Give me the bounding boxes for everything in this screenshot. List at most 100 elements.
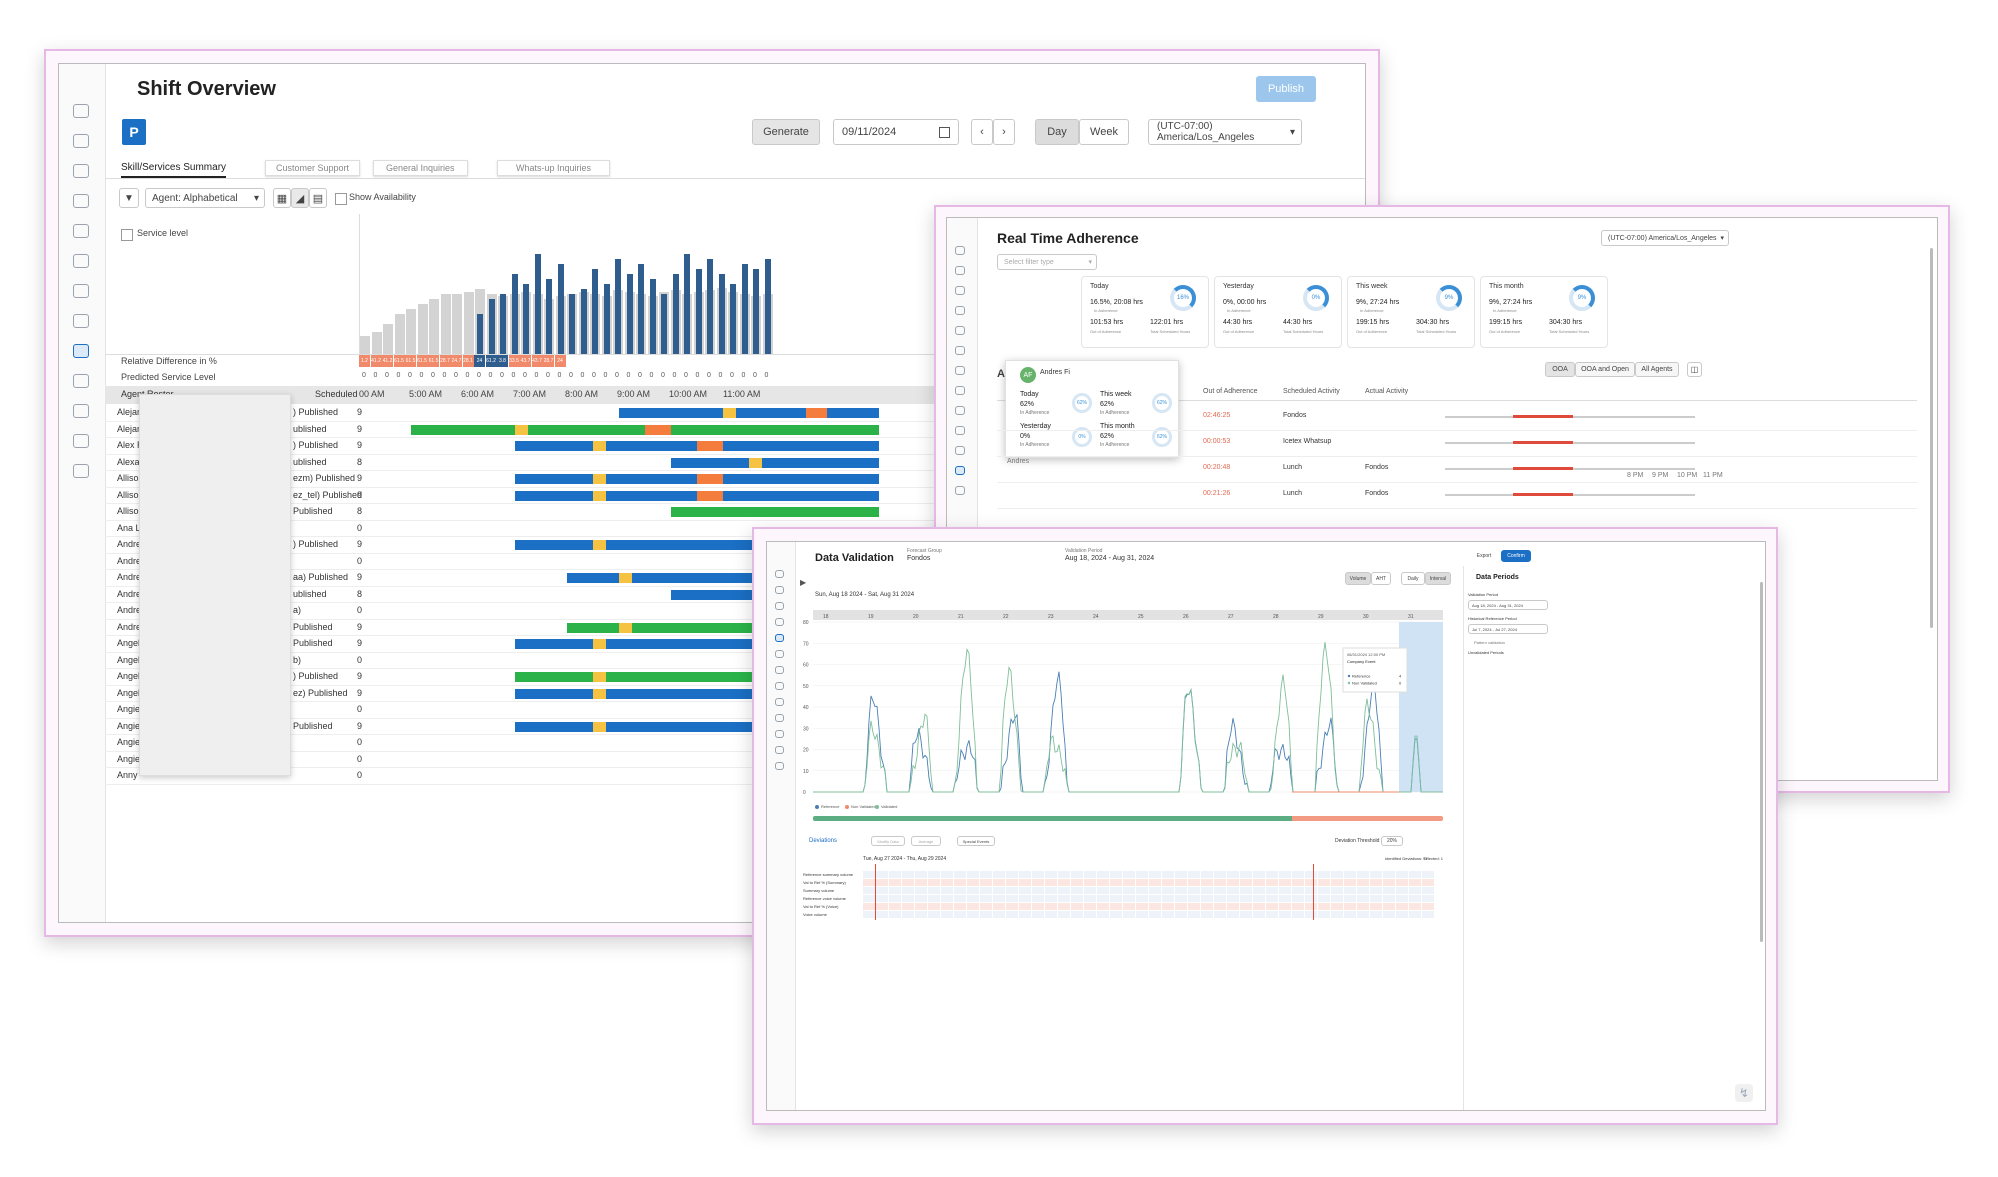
table-cell[interactable]: [1162, 887, 1174, 894]
roster-row[interactable]: Alliso Published 8: [105, 503, 1365, 521]
table-cell[interactable]: [1240, 871, 1252, 878]
table-cell[interactable]: [1201, 903, 1213, 910]
table-cell[interactable]: [1175, 903, 1187, 910]
table-cell[interactable]: [1292, 871, 1304, 878]
table-cell[interactable]: [876, 911, 888, 918]
table-cell[interactable]: [1266, 887, 1278, 894]
shift-segment[interactable]: [593, 474, 606, 484]
shift-segment[interactable]: [723, 490, 879, 501]
table-cell[interactable]: [1188, 895, 1200, 902]
table-cell[interactable]: [1214, 887, 1226, 894]
table-cell[interactable]: [1214, 871, 1226, 878]
table-cell[interactable]: [889, 879, 901, 886]
roster-row[interactable]: Andre) Published 9: [105, 536, 1365, 554]
table-cell[interactable]: [1084, 911, 1096, 918]
table-cell[interactable]: [1006, 887, 1018, 894]
table-cell[interactable]: [1214, 903, 1226, 910]
table-cell[interactable]: [1071, 887, 1083, 894]
shift-segment[interactable]: [806, 408, 827, 418]
table-cell[interactable]: [1279, 903, 1291, 910]
share-icon[interactable]: [955, 266, 965, 275]
chart-line-icon[interactable]: [775, 602, 784, 610]
table-cell[interactable]: [1097, 879, 1109, 886]
table-cell[interactable]: [1058, 903, 1070, 910]
roster-row[interactable]: Alexa ublished 8: [105, 454, 1365, 471]
rta-row[interactable]: [997, 406, 1917, 431]
dv-scrollbar[interactable]: [1760, 582, 1763, 942]
special-events-button[interactable]: Special Events: [957, 836, 995, 846]
table-cell[interactable]: [1227, 887, 1239, 894]
table-cell[interactable]: [1032, 903, 1044, 910]
table-cell[interactable]: [954, 895, 966, 902]
document-icon[interactable]: [775, 650, 784, 658]
table-cell[interactable]: [1032, 911, 1044, 918]
table-cell[interactable]: [1019, 871, 1031, 878]
table-cell[interactable]: [1136, 903, 1148, 910]
table-cell[interactable]: [1266, 879, 1278, 886]
table-cell[interactable]: [876, 871, 888, 878]
table-cell[interactable]: [967, 879, 979, 886]
roster-row[interactable]: Angel b) 0: [105, 652, 1365, 669]
roster-row[interactable]: Alejan ublished 9: [105, 421, 1365, 438]
database-icon[interactable]: [73, 104, 89, 118]
table-cell[interactable]: [1097, 887, 1109, 894]
stack-icon[interactable]: [73, 194, 89, 208]
table-cell[interactable]: [1084, 871, 1096, 878]
publish-button[interactable]: Publish: [1256, 76, 1316, 102]
table-cell[interactable]: [928, 903, 940, 910]
schedule-icon[interactable]: [73, 344, 89, 358]
table-cell[interactable]: [1227, 903, 1239, 910]
table-cell[interactable]: [1240, 895, 1252, 902]
table-cell[interactable]: [941, 887, 953, 894]
table-cell[interactable]: [1188, 911, 1200, 918]
table-cell[interactable]: [1058, 871, 1070, 878]
table-cell[interactable]: [1422, 879, 1434, 886]
expand-icon[interactable]: [955, 486, 965, 495]
roster-row[interactable]: Alliso ez_tel) Published 9: [105, 487, 1365, 504]
table-cell[interactable]: [1201, 895, 1213, 902]
table-cell[interactable]: [954, 887, 966, 894]
shift-segment[interactable]: [619, 573, 632, 583]
shift-segment[interactable]: [606, 474, 697, 484]
table-cell[interactable]: [1045, 895, 1057, 902]
shift-segment[interactable]: [593, 688, 606, 699]
table-cell[interactable]: [902, 911, 914, 918]
table-cell[interactable]: [1357, 911, 1369, 918]
shift-segment[interactable]: [606, 441, 697, 451]
filter-button[interactable]: ▼: [119, 188, 139, 208]
table-cell[interactable]: [1409, 895, 1421, 902]
table-cell[interactable]: [1006, 879, 1018, 886]
shift-segment[interactable]: [593, 721, 606, 732]
roster-row[interactable]: Ana L 0: [105, 520, 1365, 537]
table-cell[interactable]: [863, 903, 875, 910]
calendar-icon[interactable]: [775, 714, 784, 722]
table-cell[interactable]: [1214, 911, 1226, 918]
shift-segment[interactable]: [528, 424, 645, 435]
shift-segment[interactable]: [515, 639, 593, 649]
table-cell[interactable]: [1292, 887, 1304, 894]
shift-segment[interactable]: [749, 457, 762, 468]
table-cell[interactable]: [1227, 879, 1239, 886]
table-cell[interactable]: [876, 895, 888, 902]
table-cell[interactable]: [1175, 895, 1187, 902]
table-cell[interactable]: [980, 895, 992, 902]
table-cell[interactable]: [1019, 879, 1031, 886]
export-button[interactable]: Export: [1471, 550, 1497, 562]
shift-segment[interactable]: [515, 490, 593, 501]
shift-segment[interactable]: [723, 441, 879, 451]
modify-data-button[interactable]: Modify Data: [871, 836, 905, 846]
table-cell[interactable]: [1084, 895, 1096, 902]
table-cell[interactable]: [1071, 895, 1083, 902]
shift-segment[interactable]: [606, 639, 879, 649]
chart-line-icon[interactable]: [73, 164, 89, 178]
table-cell[interactable]: [1084, 903, 1096, 910]
table-cell[interactable]: [1253, 887, 1265, 894]
table-cell[interactable]: [1331, 911, 1343, 918]
table-cell[interactable]: [1123, 895, 1135, 902]
table-cell[interactable]: [1214, 895, 1226, 902]
table-cell[interactable]: [1175, 871, 1187, 878]
database-icon[interactable]: [955, 246, 965, 255]
table-cell[interactable]: [1357, 887, 1369, 894]
side-hist-input[interactable]: Jul 7, 2024 - Jul 27, 2024: [1468, 624, 1548, 634]
rta-row[interactable]: [997, 432, 1917, 457]
